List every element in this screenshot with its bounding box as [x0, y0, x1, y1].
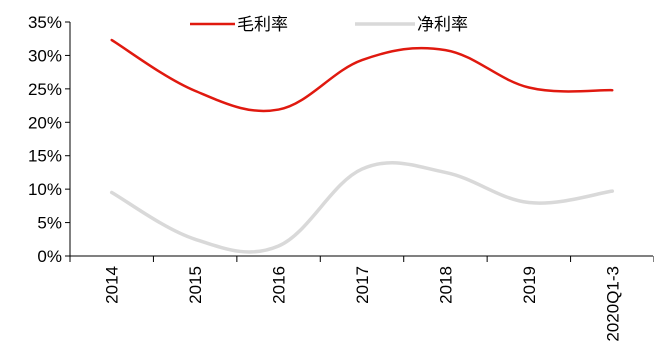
x-tick-label: 2018 [436, 266, 455, 304]
legend: 毛利率 净利率 [190, 15, 468, 35]
x-tick-label: 2016 [270, 266, 289, 304]
axes: 0% 5% 10% 15% 20% 25% 30% 35% 2014 2015 2016 2017 20… [28, 13, 654, 342]
x-tick-label: 2014 [103, 266, 122, 304]
x-tick-label: 2019 [520, 266, 539, 304]
x-tick-label: 2015 [186, 266, 205, 304]
y-tick-label: 35% [28, 13, 62, 32]
series-lines [112, 40, 613, 252]
y-tick-label: 5% [37, 214, 62, 233]
y-tick-label: 25% [28, 80, 62, 99]
x-tick-label: 2020Q1-3 [603, 266, 622, 342]
legend-label-1: 净利率 [417, 15, 468, 35]
x-tick-label: 2017 [353, 266, 372, 304]
series-line-1 [112, 163, 613, 252]
y-tick-label: 15% [28, 147, 62, 166]
series-line-0 [112, 40, 613, 111]
y-tick-label: 10% [28, 180, 62, 199]
legend-label-0: 毛利率 [237, 15, 288, 35]
y-tick-label: 0% [37, 247, 62, 266]
y-tick-label: 20% [28, 113, 62, 132]
y-tick-label: 30% [28, 46, 62, 65]
